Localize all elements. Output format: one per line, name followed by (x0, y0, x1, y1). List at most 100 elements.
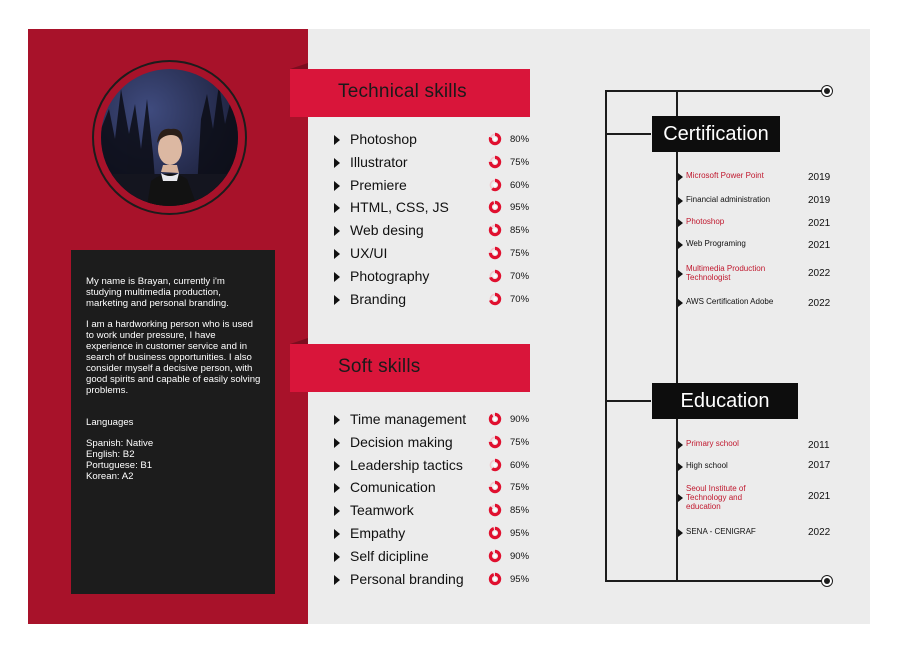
about-intro: My name is Brayan, currently i'm studyin… (86, 276, 229, 309)
timeline-inner-line (676, 91, 678, 581)
arrow-right-icon (678, 441, 683, 449)
skill-item: Self dicipline 90% (334, 546, 534, 569)
soft-skills-banner: Soft skills (290, 338, 530, 392)
arrow-right-icon (678, 197, 683, 205)
entry-title: Seoul Institute of Technology and educat… (686, 484, 746, 511)
skill-item: Decision making 75% (334, 432, 534, 455)
education-connector (605, 400, 651, 402)
arrow-right-icon (334, 180, 340, 191)
progress-ring-icon (488, 481, 502, 494)
language-item: Spanish: Native (86, 437, 154, 449)
skill-percent: 75% (510, 436, 530, 448)
progress-ring-icon (488, 178, 502, 191)
arrow-right-icon (334, 483, 340, 494)
skill-name: Web desing (350, 222, 424, 239)
arrow-right-icon (334, 506, 340, 517)
soft-skills-list: Time management 90% Decision making 75% Le… (334, 409, 534, 591)
skill-percent: 75% (510, 247, 530, 259)
skill-item: Teamwork 85% (334, 500, 534, 523)
skill-item: Time management 90% (334, 409, 534, 432)
skill-percent: 95% (510, 573, 530, 585)
skill-percent: 70% (510, 270, 530, 282)
entry-year: 2019 (808, 195, 831, 206)
skill-item: Photography 70% (334, 266, 534, 289)
entry-title: Photoshop (686, 217, 725, 226)
language-item: Portuguese: B1 (86, 459, 153, 471)
skill-name: Personal branding (350, 570, 464, 587)
entry-year: 2021 (808, 240, 831, 251)
skill-name: Branding (350, 290, 407, 307)
skill-item: UX/UI 75% (334, 243, 534, 266)
soft-skills-title: Soft skills (338, 356, 421, 377)
entry-year: 2022 (808, 268, 831, 279)
skill-percent: 70% (510, 293, 530, 305)
progress-ring-icon (488, 201, 502, 214)
entry-title: High school (686, 461, 728, 470)
arrow-right-icon (334, 157, 340, 168)
progress-ring-icon (488, 412, 502, 426)
certification-heading: Certification (652, 116, 780, 152)
skill-name: Time management (350, 411, 467, 427)
progress-ring-icon (488, 435, 502, 448)
about-box: My name is Brayan, currently i'm studyin… (71, 250, 275, 594)
skill-percent: 90% (510, 414, 530, 425)
entry-title: Multimedia Production Technologist (686, 264, 766, 282)
skill-item: Photoshop 80% (334, 129, 534, 152)
certification-connector (605, 133, 651, 135)
skill-name: Premiere (350, 176, 407, 193)
skill-item: HTML, CSS, JS 95% (334, 197, 534, 220)
timeline-end-dot (821, 575, 833, 587)
technical-skills-list: Photoshop 80% Illustrator 75% Premiere 60% … (334, 129, 534, 311)
skill-name: Photography (350, 267, 430, 284)
entry-title: Microsoft Power Point (686, 171, 764, 180)
arrow-right-icon (334, 248, 340, 259)
skill-percent: 75% (510, 482, 530, 494)
skill-item: Illustrator 75% (334, 152, 534, 175)
timeline-end-dot (821, 85, 833, 97)
arrow-right-icon (334, 271, 340, 282)
technical-skills-banner: Technical skills (290, 63, 530, 117)
progress-ring-icon (488, 458, 502, 471)
progress-ring-icon (488, 503, 502, 517)
arrow-right-icon (678, 463, 683, 471)
progress-ring-icon (488, 526, 502, 540)
entry-year: 2021 (808, 491, 831, 502)
skill-item: Comunication 75% (334, 477, 534, 500)
entry-title: Primary school (686, 439, 739, 448)
entry-year: 2022 (808, 298, 831, 309)
skill-item: Empathy 95% (334, 523, 534, 546)
progress-ring-icon (488, 223, 502, 237)
arrow-right-icon (334, 460, 340, 471)
profile-photo (101, 69, 238, 206)
progress-ring-icon (488, 246, 502, 260)
skill-item: Premiere 60% (334, 175, 534, 198)
education-heading: Education (652, 383, 798, 419)
entry-title: AWS Certification Adobe (686, 297, 774, 306)
progress-ring-icon (488, 292, 502, 305)
skill-percent: 85% (510, 225, 530, 237)
arrow-right-icon (334, 135, 340, 145)
arrow-right-icon (678, 494, 683, 502)
entry-year: 2011 (808, 440, 830, 451)
progress-ring-icon (488, 155, 502, 168)
skill-percent: 60% (510, 179, 530, 191)
arrow-right-icon (678, 241, 683, 249)
progress-ring-icon (488, 572, 502, 585)
entry-title: Web Programing (686, 239, 746, 248)
skill-name: Empathy (350, 524, 406, 541)
progress-ring-icon (488, 132, 502, 146)
skill-item: Leadership tactics 60% (334, 455, 534, 478)
language-item: Korean: A2 (86, 470, 134, 482)
about-description: I am a hardworking person who is used to… (86, 319, 261, 396)
skill-name: Leadership tactics (350, 456, 463, 473)
entry-year: 2017 (808, 460, 831, 471)
entry-title: SENA - CENIGRAF (686, 527, 756, 536)
skill-percent: 75% (510, 156, 530, 168)
skill-name: Self dicipline (350, 547, 429, 564)
photo-ring (92, 60, 247, 215)
skill-name: UX/UI (350, 244, 388, 261)
arrow-right-icon (334, 528, 340, 539)
arrow-right-icon (678, 299, 683, 307)
skill-item: Personal branding 95% (334, 569, 534, 592)
skill-item: Web desing 85% (334, 220, 534, 243)
